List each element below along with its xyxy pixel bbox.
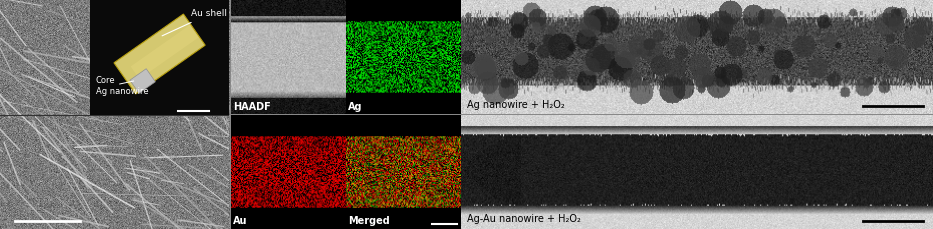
Text: Au shell: Au shell [162,9,228,36]
Polygon shape [130,69,156,93]
Text: Ag-Au nanowire + H₂O₂: Ag-Au nanowire + H₂O₂ [466,214,580,224]
Bar [90,0,230,115]
Text: HAADF: HAADF [233,101,271,112]
Text: Merged: Merged [348,216,390,226]
Text: Ag nanowire + H₂O₂: Ag nanowire + H₂O₂ [466,100,564,109]
Polygon shape [114,14,205,94]
Text: Core
Ag nanowire: Core Ag nanowire [96,76,148,96]
Polygon shape [131,25,199,79]
Text: Au: Au [233,216,247,226]
Text: Ag: Ag [348,101,363,112]
